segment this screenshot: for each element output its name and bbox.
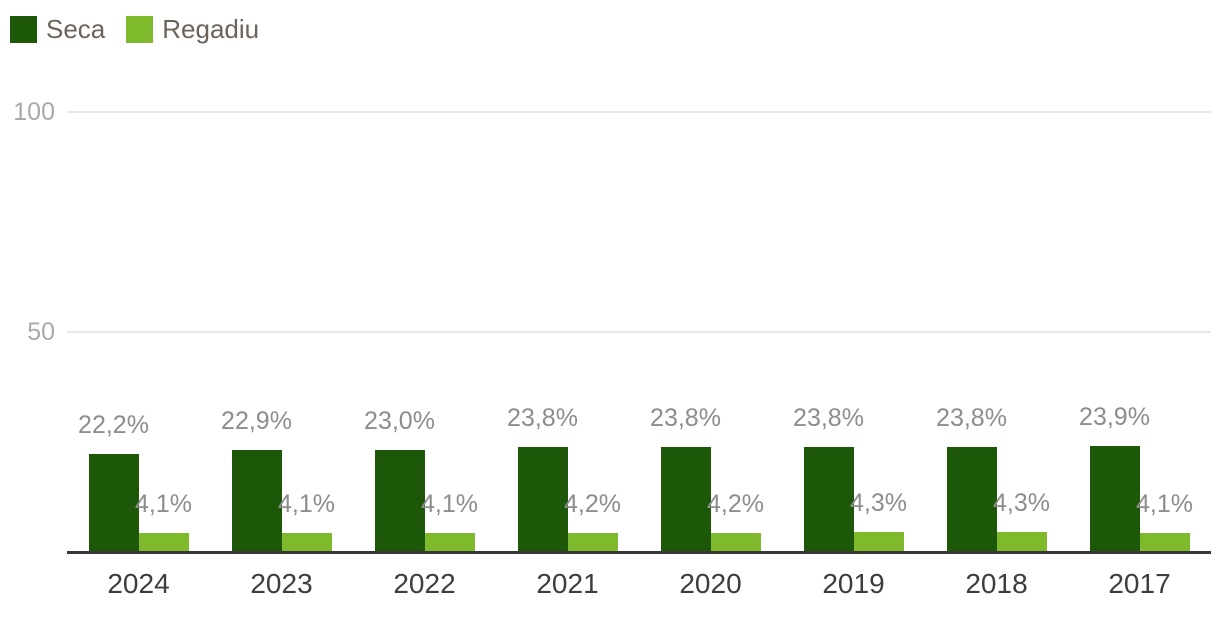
legend-label-seca: Seca <box>46 14 106 44</box>
x-axis-label-2024: 2024 <box>107 568 170 599</box>
data-label-regadiu-2020: 4,2% <box>707 489 764 518</box>
bar-seca-2024[interactable] <box>88 453 139 551</box>
bar-regadiu-2018[interactable] <box>996 532 1047 551</box>
x-axis-line <box>67 551 1211 554</box>
y-axis-tick-label-100: 100 <box>13 98 55 126</box>
bar-regadiu-2021[interactable] <box>567 532 618 551</box>
x-axis-label-2020: 2020 <box>679 568 742 599</box>
data-label-regadiu-2017: 4,1% <box>1136 490 1193 518</box>
data-label-seca-2023: 22,9% <box>221 407 292 436</box>
data-label-regadiu-2018: 4,3% <box>993 489 1050 518</box>
data-label-seca-2022: 23,0% <box>364 407 435 436</box>
data-label-seca-2021: 23,8% <box>507 403 578 432</box>
bar-seca-2022[interactable] <box>374 450 425 551</box>
bar-seca-2017[interactable] <box>1089 446 1140 551</box>
data-label-regadiu-2023: 4,1% <box>278 490 335 518</box>
data-label-seca-2019: 23,8% <box>793 403 864 432</box>
x-axis-label-2017: 2017 <box>1108 568 1171 599</box>
legend-label-regadiu: Regadiu <box>162 14 260 44</box>
legend-item-regadiu[interactable]: Regadiu <box>126 16 259 43</box>
data-label-seca-2024: 22,2% <box>78 410 149 439</box>
legend-swatch-regadiu <box>126 16 154 43</box>
data-label-regadiu-2019: 4,3% <box>850 489 907 518</box>
bar-seca-2019[interactable] <box>803 446 854 551</box>
bar-regadiu-2020[interactable] <box>710 532 761 551</box>
data-label-seca-2020: 23,8% <box>650 403 721 432</box>
data-label-regadiu-2021: 4,2% <box>564 489 621 518</box>
bar-regadiu-2023[interactable] <box>281 533 332 551</box>
x-axis-label-2021: 2021 <box>536 568 599 599</box>
bar-seca-2023[interactable] <box>231 450 282 551</box>
legend: Seca Regadiu <box>10 16 259 43</box>
data-label-regadiu-2024: 4,1% <box>135 490 192 518</box>
gridline-50 <box>67 330 1211 333</box>
gridline-100 <box>67 111 1211 113</box>
x-axis-label-2018: 2018 <box>965 568 1028 599</box>
bar-regadiu-2017[interactable] <box>1139 533 1190 551</box>
bar-seca-2021[interactable] <box>517 446 568 551</box>
data-label-seca-2018: 23,8% <box>936 403 1007 432</box>
bar-regadiu-2019[interactable] <box>853 532 904 551</box>
data-label-seca-2017: 23,9% <box>1079 403 1150 432</box>
bar-seca-2018[interactable] <box>946 446 997 551</box>
bar-regadiu-2022[interactable] <box>424 533 475 551</box>
data-label-regadiu-2022: 4,1% <box>421 490 478 518</box>
x-axis-label-2023: 2023 <box>250 568 313 599</box>
legend-swatch-seca <box>10 16 37 43</box>
bar-seca-2020[interactable] <box>660 446 711 551</box>
x-axis-label-2022: 2022 <box>393 568 456 599</box>
bar-regadiu-2024[interactable] <box>138 533 189 551</box>
legend-item-seca[interactable]: Seca <box>10 16 105 43</box>
y-axis-tick-label-50: 50 <box>27 317 55 346</box>
x-axis-label-2019: 2019 <box>822 568 885 599</box>
